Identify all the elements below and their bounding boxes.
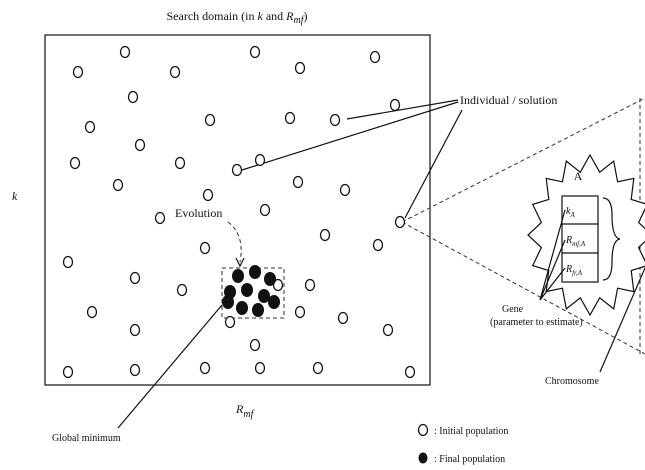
initial-individual xyxy=(294,61,306,75)
initial-individual xyxy=(254,361,266,375)
initial-individual xyxy=(154,211,166,225)
zoom-star xyxy=(527,153,645,317)
initial-individual xyxy=(319,228,331,242)
gene-text: kA xyxy=(566,206,575,219)
x-axis-part: R xyxy=(235,402,244,416)
gene-note: (parameter to estimate) xyxy=(490,317,583,328)
title-part: and xyxy=(263,9,286,23)
initial-individual xyxy=(382,323,394,337)
x-axis-part: mf xyxy=(243,409,254,420)
title-part: R xyxy=(285,9,294,23)
chromosome-label: Chromosome xyxy=(545,376,599,387)
zoom-label: A xyxy=(574,169,583,183)
initial-individual xyxy=(69,156,81,170)
title-part: Search domain (in xyxy=(167,9,258,23)
initial-individual xyxy=(127,90,139,104)
final-individual xyxy=(258,289,270,303)
initial-individual xyxy=(204,113,216,127)
initial-individual xyxy=(404,365,416,379)
initial-individual xyxy=(199,241,211,255)
initial-individual xyxy=(119,45,131,59)
initial-individual xyxy=(84,120,96,134)
initial-individual xyxy=(86,305,98,319)
initial-individual xyxy=(224,315,236,329)
gene-text: Rmf,A xyxy=(565,235,586,248)
final-individual xyxy=(252,303,264,317)
final-individual xyxy=(249,265,261,279)
initial-individual xyxy=(129,271,141,285)
search-domain xyxy=(44,34,431,386)
initial-individual xyxy=(312,361,324,375)
initial-individual xyxy=(339,183,351,197)
gene-sub: fr,A xyxy=(572,269,583,277)
gene-lines xyxy=(539,209,566,301)
y-axis-label: k xyxy=(12,189,18,203)
initial-individual xyxy=(284,111,296,125)
initial-individual xyxy=(72,65,84,79)
global-minimum-line xyxy=(117,304,223,429)
initial-individual xyxy=(372,238,384,252)
gene-base: R xyxy=(565,264,572,275)
initial-individual xyxy=(329,113,341,127)
initial-individual xyxy=(249,338,261,352)
initial-individual xyxy=(202,188,214,202)
initial-individual xyxy=(62,255,74,269)
final-individual xyxy=(268,295,280,309)
initial-individual xyxy=(394,215,406,229)
initial-individual xyxy=(292,175,304,189)
evolution-arrow-head xyxy=(235,257,245,268)
initial-individual xyxy=(174,156,186,170)
final-individual xyxy=(236,301,248,315)
global-minimum-label: Global minimum xyxy=(52,433,121,444)
initial-individual xyxy=(254,153,266,167)
legend-initial-symbol xyxy=(417,423,429,437)
initial-individual xyxy=(112,178,124,192)
initial-individual xyxy=(337,311,349,325)
gene-sub: A xyxy=(569,211,575,219)
initial-individual xyxy=(176,283,188,297)
chromosome-line xyxy=(599,267,645,373)
final-individual xyxy=(232,269,244,283)
initial-individual xyxy=(389,98,401,112)
title-part: ) xyxy=(303,9,307,23)
initial-individual xyxy=(62,365,74,379)
initial-individual xyxy=(304,278,316,292)
initial-individual xyxy=(199,361,211,375)
gene-base: R xyxy=(565,235,572,246)
legend-final-symbol xyxy=(418,452,428,464)
initial-individual xyxy=(369,50,381,64)
gene-label: Gene xyxy=(502,304,524,315)
legend-label: : Initial population xyxy=(434,426,508,437)
initial-individual xyxy=(272,278,284,292)
initial-individual xyxy=(249,45,261,59)
final-individual xyxy=(222,295,234,309)
individual-label: Individual / solution xyxy=(460,93,557,107)
brace xyxy=(602,197,621,281)
individual-arrows xyxy=(241,99,463,219)
x-axis-label: Rmf xyxy=(235,402,255,420)
chromosome-box xyxy=(561,195,599,283)
initial-individual xyxy=(169,65,181,79)
title: Search domain (in k and Rmf) xyxy=(167,9,308,26)
evolution-arrow xyxy=(227,221,242,263)
gene-text: Rfr,A xyxy=(565,264,583,277)
gene-sub: mf,A xyxy=(572,240,586,248)
evolution-label: Evolution xyxy=(175,206,222,220)
initial-individual xyxy=(134,138,146,152)
title-part: k xyxy=(257,9,263,23)
legend-label: : Final population xyxy=(434,454,505,465)
final-individual xyxy=(264,272,276,286)
initial-individual xyxy=(259,203,271,217)
initial-individual xyxy=(129,323,141,337)
initial-individual xyxy=(129,363,141,377)
initial-individual xyxy=(294,305,306,319)
title-part: mf xyxy=(293,15,304,26)
final-individual xyxy=(241,283,253,297)
initial-individual xyxy=(231,163,243,177)
gene-base: k xyxy=(566,206,571,217)
